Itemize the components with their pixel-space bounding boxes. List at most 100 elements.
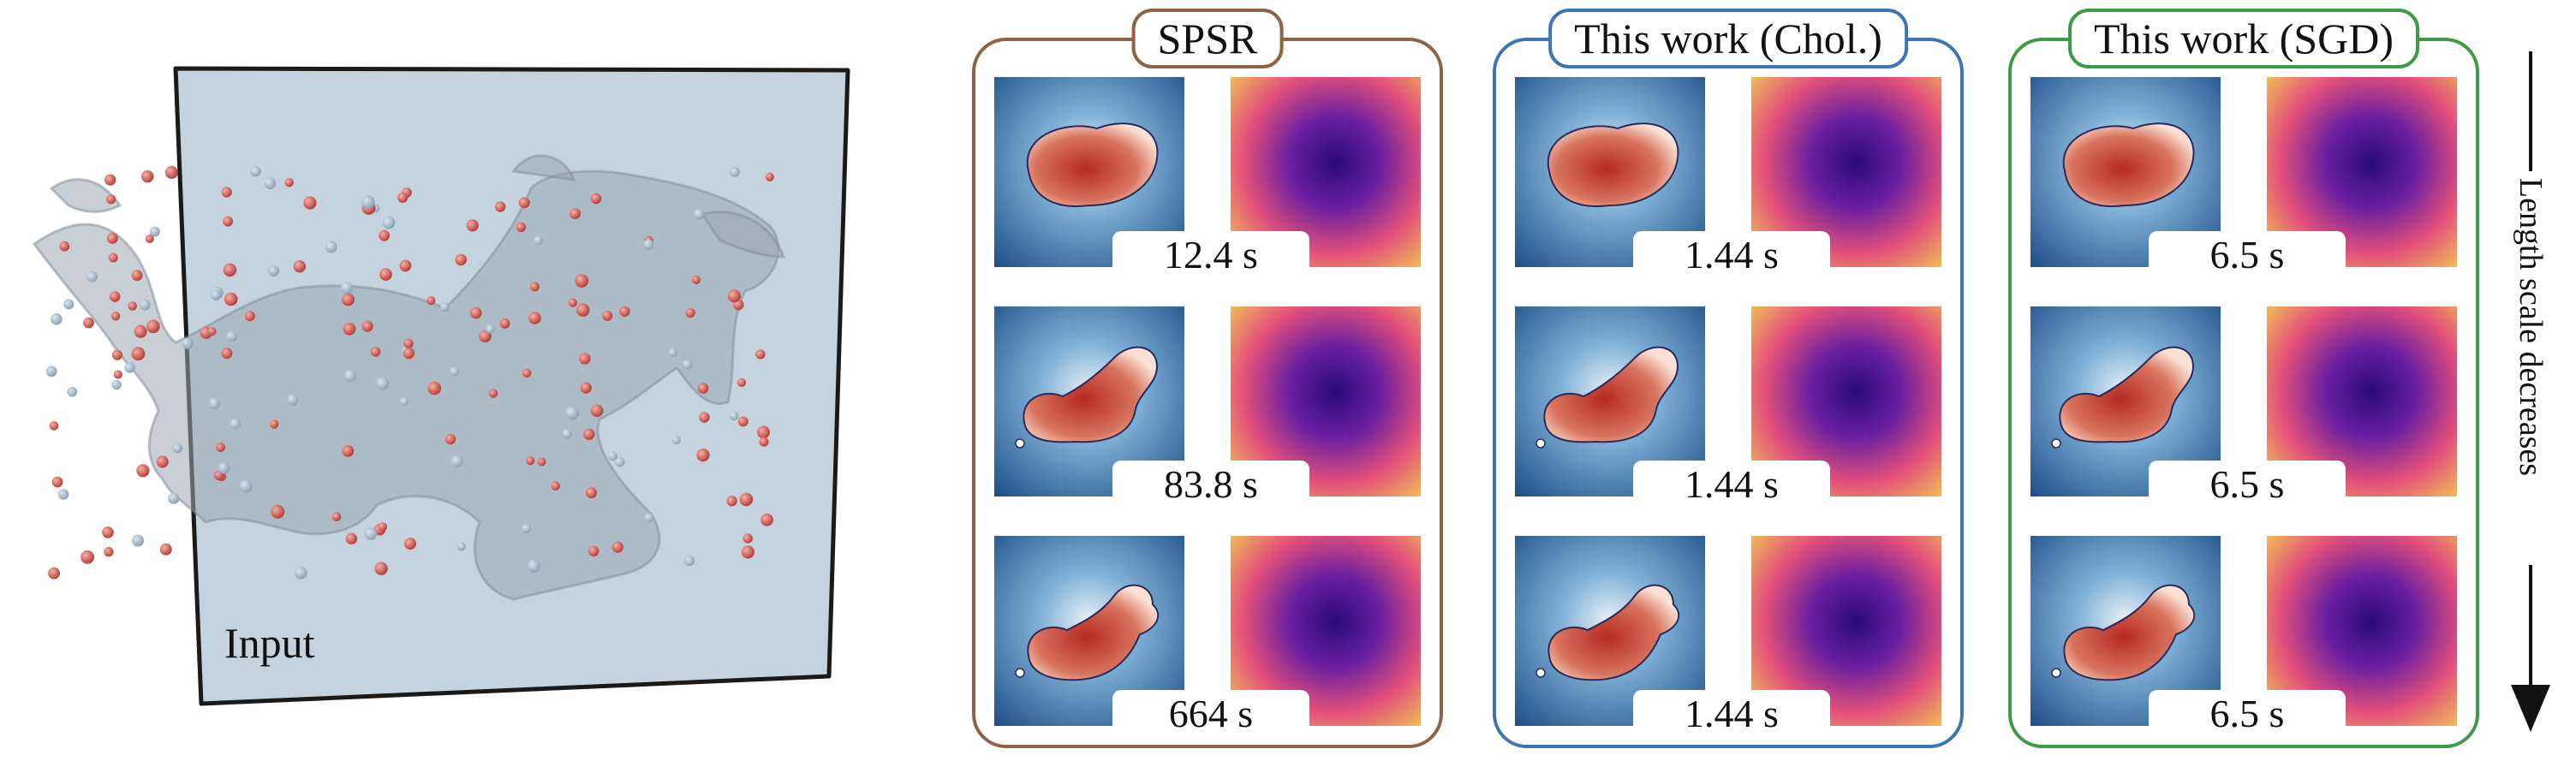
- sample-point: [404, 538, 416, 550]
- sample-point: [331, 512, 342, 521]
- sample-point: [534, 235, 544, 246]
- sample-point: [427, 381, 442, 395]
- sample-point: [104, 546, 114, 557]
- sample-point: [575, 274, 589, 288]
- sample-point: [759, 437, 769, 447]
- sample-point: [224, 292, 238, 306]
- sample-point: [526, 456, 535, 466]
- sample-point: [694, 209, 705, 220]
- sample-point: [109, 291, 121, 302]
- sample-point: [730, 167, 740, 177]
- sample-point: [340, 282, 354, 294]
- sample-point: [644, 513, 654, 523]
- time-label: 12.4 s: [1112, 231, 1309, 279]
- sample-point: [668, 348, 677, 358]
- sample-point: [528, 312, 541, 324]
- sample-point: [685, 307, 695, 318]
- sample-point: [230, 419, 241, 430]
- sample-point: [284, 178, 294, 187]
- sample-point: [469, 306, 482, 319]
- sample-point: [239, 479, 253, 493]
- sample-point: [580, 382, 592, 394]
- sample-point: [250, 165, 261, 177]
- sample-point: [104, 174, 116, 186]
- sample-point: [221, 348, 233, 360]
- sample-point: [382, 216, 396, 229]
- sample-point: [345, 532, 358, 544]
- sample-point: [211, 289, 222, 300]
- sample-point: [226, 330, 237, 342]
- sample-point: [271, 504, 285, 519]
- sample-point: [729, 411, 739, 421]
- sample-point: [568, 298, 578, 307]
- sample-point: [697, 383, 709, 394]
- sample-point: [755, 349, 766, 360]
- sample-point: [342, 293, 355, 306]
- method-title: This work (Chol.): [1548, 9, 1908, 68]
- sample-point: [537, 457, 546, 467]
- sample-point: [742, 533, 753, 544]
- sample-point: [529, 282, 540, 292]
- sample-point: [399, 259, 412, 272]
- sample-point: [379, 229, 391, 241]
- method-group-spsr: SPSR 12.4 s 83.8 s 664 s: [972, 9, 1443, 748]
- sample-point: [344, 369, 357, 382]
- time-label: 83.8 s: [1112, 461, 1309, 508]
- sample-point: [495, 201, 506, 212]
- sample-point: [736, 378, 747, 387]
- sample-point: [59, 241, 70, 252]
- sample-point: [141, 169, 154, 183]
- sample-point: [565, 406, 579, 420]
- sample-point: [586, 487, 597, 499]
- sample-point: [168, 492, 180, 504]
- sample-point: [683, 360, 693, 370]
- sample-point: [343, 322, 356, 336]
- sample-point: [106, 232, 118, 244]
- method-title: This work (SGD): [2068, 9, 2419, 68]
- sample-point: [270, 419, 279, 429]
- sample-point: [136, 464, 150, 478]
- sample-point: [403, 338, 414, 348]
- sample-point: [607, 451, 617, 461]
- sample-point: [450, 366, 460, 377]
- sample-point: [522, 368, 532, 378]
- sample-point: [149, 226, 160, 237]
- sample-point: [619, 306, 630, 317]
- sample-point: [440, 302, 450, 312]
- sample-point: [516, 222, 527, 232]
- sample-point: [293, 260, 306, 273]
- sample-point: [741, 545, 755, 559]
- sample-point: [303, 196, 317, 210]
- sample-point: [739, 492, 754, 507]
- sample-point: [364, 527, 378, 540]
- sample-point: [444, 433, 456, 445]
- time-label: 664 s: [1112, 690, 1309, 738]
- sample-point: [51, 312, 63, 325]
- field-tile: [2030, 77, 2221, 267]
- sample-point: [583, 428, 595, 440]
- field-tile: [1515, 77, 1705, 267]
- sample-point: [45, 366, 57, 378]
- input-panel: Input: [0, 0, 891, 767]
- sample-point: [111, 349, 122, 360]
- sample-point: [765, 172, 774, 181]
- sample-point: [164, 165, 178, 179]
- sample-point: [590, 404, 604, 418]
- sample-point: [737, 416, 748, 427]
- sample-point: [110, 312, 121, 321]
- sample-point: [124, 362, 135, 373]
- sample-point: [361, 195, 375, 210]
- sample-point: [569, 208, 581, 219]
- sample-point: [208, 397, 221, 410]
- sample-point: [108, 253, 118, 263]
- sample-point: [287, 394, 299, 406]
- sample-point: [146, 319, 160, 334]
- sample-point: [207, 327, 217, 336]
- sample-point: [671, 436, 681, 445]
- sample-point: [182, 337, 194, 349]
- sample-point: [587, 545, 599, 557]
- sample-point: [132, 534, 144, 547]
- sample-point: [466, 219, 479, 232]
- axis-label: Length scale decreases: [2513, 177, 2549, 477]
- sample-point: [342, 445, 355, 457]
